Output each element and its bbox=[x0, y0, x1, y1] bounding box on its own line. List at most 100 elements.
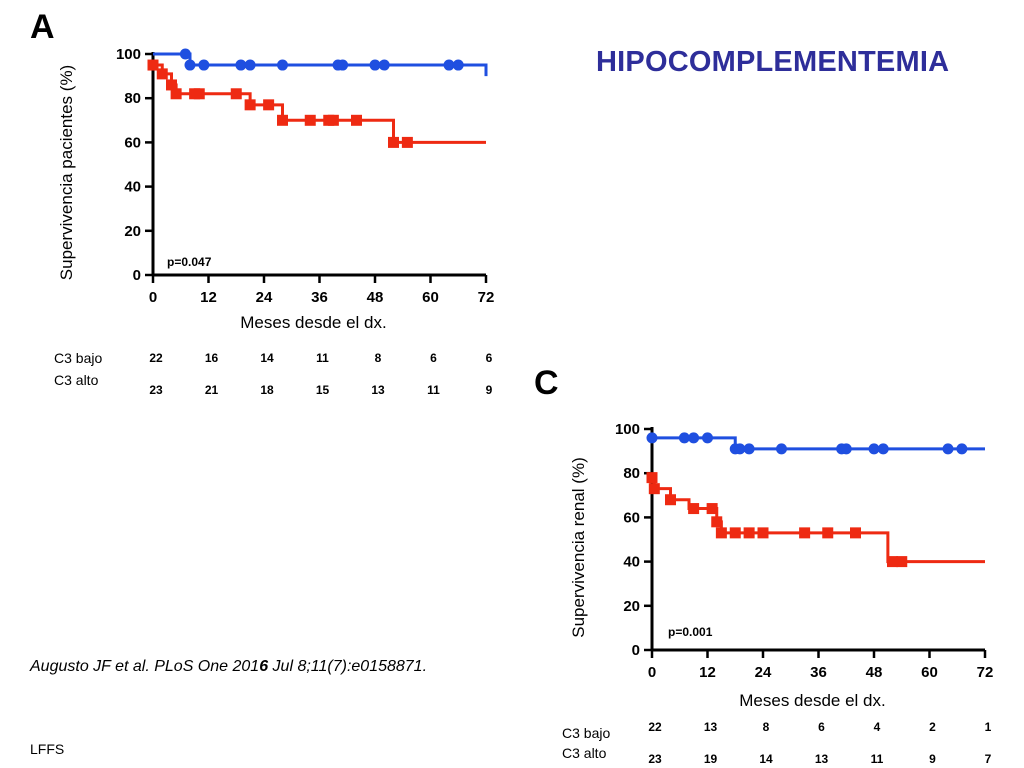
chart-a-series-1-marker bbox=[244, 59, 256, 71]
chart-a-x-tick-label: 60 bbox=[422, 289, 439, 306]
risk-count: 22 bbox=[648, 720, 662, 734]
chart-a-series-2-marker bbox=[304, 114, 316, 126]
chart-c-series-2-marker bbox=[896, 556, 908, 568]
chart-a-x-tick-label: 72 bbox=[478, 289, 495, 306]
risk-count: 14 bbox=[759, 752, 773, 766]
chart-a-x-tick-label: 24 bbox=[256, 289, 273, 306]
risk-count: 9 bbox=[485, 383, 493, 397]
chart-c-series-2-marker bbox=[743, 527, 755, 539]
chart-c-series-2-marker bbox=[711, 516, 723, 528]
chart-c-series-2-marker bbox=[729, 527, 741, 539]
chart-a-series-2-marker bbox=[166, 79, 177, 91]
chart-c-series-1-marker bbox=[942, 443, 954, 455]
risk-row-label: C3 bajo bbox=[54, 350, 103, 366]
chart-c-series-1-marker bbox=[840, 443, 852, 455]
chart-a-series-1-marker bbox=[235, 59, 247, 71]
slide-title: HIPOCOMPLEMENTEMIA bbox=[596, 46, 950, 78]
chart-c-y-tick-label: 20 bbox=[623, 598, 640, 615]
risk-count: 6 bbox=[818, 720, 825, 734]
chart-a-series-2-marker bbox=[170, 88, 182, 100]
panel-letter-a: A bbox=[30, 8, 55, 46]
risk-row-label: C3 alto bbox=[54, 372, 99, 388]
chart-c-series-2-marker bbox=[757, 527, 769, 539]
risk-count: 21 bbox=[204, 383, 219, 397]
chart-c-series-1-marker bbox=[678, 432, 690, 444]
chart-c-series-1-line bbox=[652, 436, 985, 451]
risk-count: 18 bbox=[260, 383, 274, 397]
chart-a-series-2-marker bbox=[263, 99, 275, 111]
chart-c-x-tick-label: 72 bbox=[977, 664, 994, 681]
chart-c-series-1-marker bbox=[956, 443, 968, 455]
chart-c-series-2-line bbox=[652, 476, 985, 564]
risk-count: 22 bbox=[149, 351, 163, 365]
citation-text-start: Augusto JF et al. PLoS One 201 bbox=[30, 658, 260, 675]
risk-count: 16 bbox=[204, 351, 219, 365]
chart-c-y-tick-label: 80 bbox=[623, 465, 640, 482]
risk-count: 15 bbox=[315, 383, 330, 397]
chart-a-series-1-marker bbox=[184, 59, 196, 71]
chart-c-series-1-marker bbox=[868, 443, 880, 455]
risk-count: 7 bbox=[984, 752, 992, 766]
risk-count: 13 bbox=[371, 383, 385, 397]
chart-c-series-2-marker bbox=[799, 527, 811, 539]
chart-c-series-2-marker bbox=[648, 483, 660, 495]
chart-c-y-tick-label: 40 bbox=[623, 554, 640, 571]
chart-a-y-tick-label: 80 bbox=[124, 90, 141, 107]
chart-a-series-2-marker bbox=[327, 114, 339, 126]
citation: Augusto JF et al. PLoS One 2016 Jul 8;11… bbox=[30, 658, 427, 676]
chart-a-p-value: p=0.047 bbox=[167, 255, 212, 269]
chart-c-x-tick-label: 48 bbox=[866, 664, 883, 681]
chart-a-series-2-marker bbox=[388, 136, 399, 148]
risk-count: 2 bbox=[929, 720, 936, 734]
risk-count: 8 bbox=[374, 351, 382, 365]
chart-a-y-tick-label: 0 bbox=[133, 267, 141, 284]
chart-a-y-axis-label: Supervivencia pacientes (%) bbox=[57, 65, 76, 280]
chart-a-x-axis-label: Meses desde el dx. bbox=[240, 313, 386, 332]
chart-a-series-2-marker bbox=[401, 136, 413, 148]
chart-a-series-1-marker bbox=[277, 59, 288, 71]
chart-c-series-1-marker bbox=[688, 432, 700, 444]
chart-c-series-1-marker bbox=[776, 443, 787, 455]
chart-c-y-tick-label: 100 bbox=[615, 421, 640, 438]
citation-text-bold: 6 bbox=[259, 658, 269, 675]
risk-count: 11 bbox=[870, 752, 884, 766]
risk-count: 1 bbox=[984, 720, 992, 734]
chart-c-series-1-marker bbox=[646, 432, 658, 444]
chart-a-series-1-marker bbox=[443, 59, 455, 71]
footer-initials: LFFS bbox=[30, 741, 65, 757]
chart-c-x-tick-label: 36 bbox=[810, 664, 827, 681]
chart-c-series-1-marker bbox=[702, 432, 713, 444]
risk-count: 8 bbox=[762, 720, 770, 734]
citation-text-end: Jul 8;11(7):e0158871. bbox=[268, 658, 428, 675]
chart-a-x-tick-label: 48 bbox=[367, 289, 384, 306]
chart-c-series-2-marker bbox=[706, 503, 718, 515]
risk-count: 9 bbox=[929, 752, 936, 766]
chart-a-x-tick-label: 12 bbox=[200, 289, 217, 306]
chart-a-series-2-marker bbox=[230, 88, 242, 100]
chart-c-y-tick-label: 0 bbox=[632, 642, 640, 659]
chart-a-x-tick-label: 36 bbox=[311, 289, 328, 306]
risk-count: 11 bbox=[316, 351, 329, 365]
risk-count: 6 bbox=[485, 351, 493, 365]
chart-a-series-2-marker bbox=[147, 59, 159, 71]
risk-row-label: C3 alto bbox=[562, 745, 607, 761]
chart-a-series-1-marker bbox=[179, 48, 191, 60]
risk-count: 13 bbox=[814, 752, 829, 766]
risk-count: 23 bbox=[648, 752, 662, 766]
chart-a-series-2-marker bbox=[277, 114, 288, 126]
chart-c-x-axis-label: Meses desde el dx. bbox=[739, 691, 885, 710]
chart-c-x-tick-label: 60 bbox=[921, 664, 938, 681]
chart-a-series-1-marker bbox=[337, 59, 349, 71]
chart-a-y-tick-label: 100 bbox=[116, 46, 141, 63]
chart-a-y-tick-label: 20 bbox=[124, 223, 141, 240]
chart-a-series-1-marker bbox=[378, 59, 390, 71]
chart-c-p-value: p=0.001 bbox=[668, 625, 713, 639]
chart-c-series-2-marker bbox=[646, 472, 658, 484]
chart-c-series-1-marker bbox=[734, 443, 746, 455]
risk-row-label: C3 bajo bbox=[562, 725, 611, 741]
chart-c-y-tick-label: 60 bbox=[623, 509, 640, 526]
risk-count: 6 bbox=[430, 351, 437, 365]
